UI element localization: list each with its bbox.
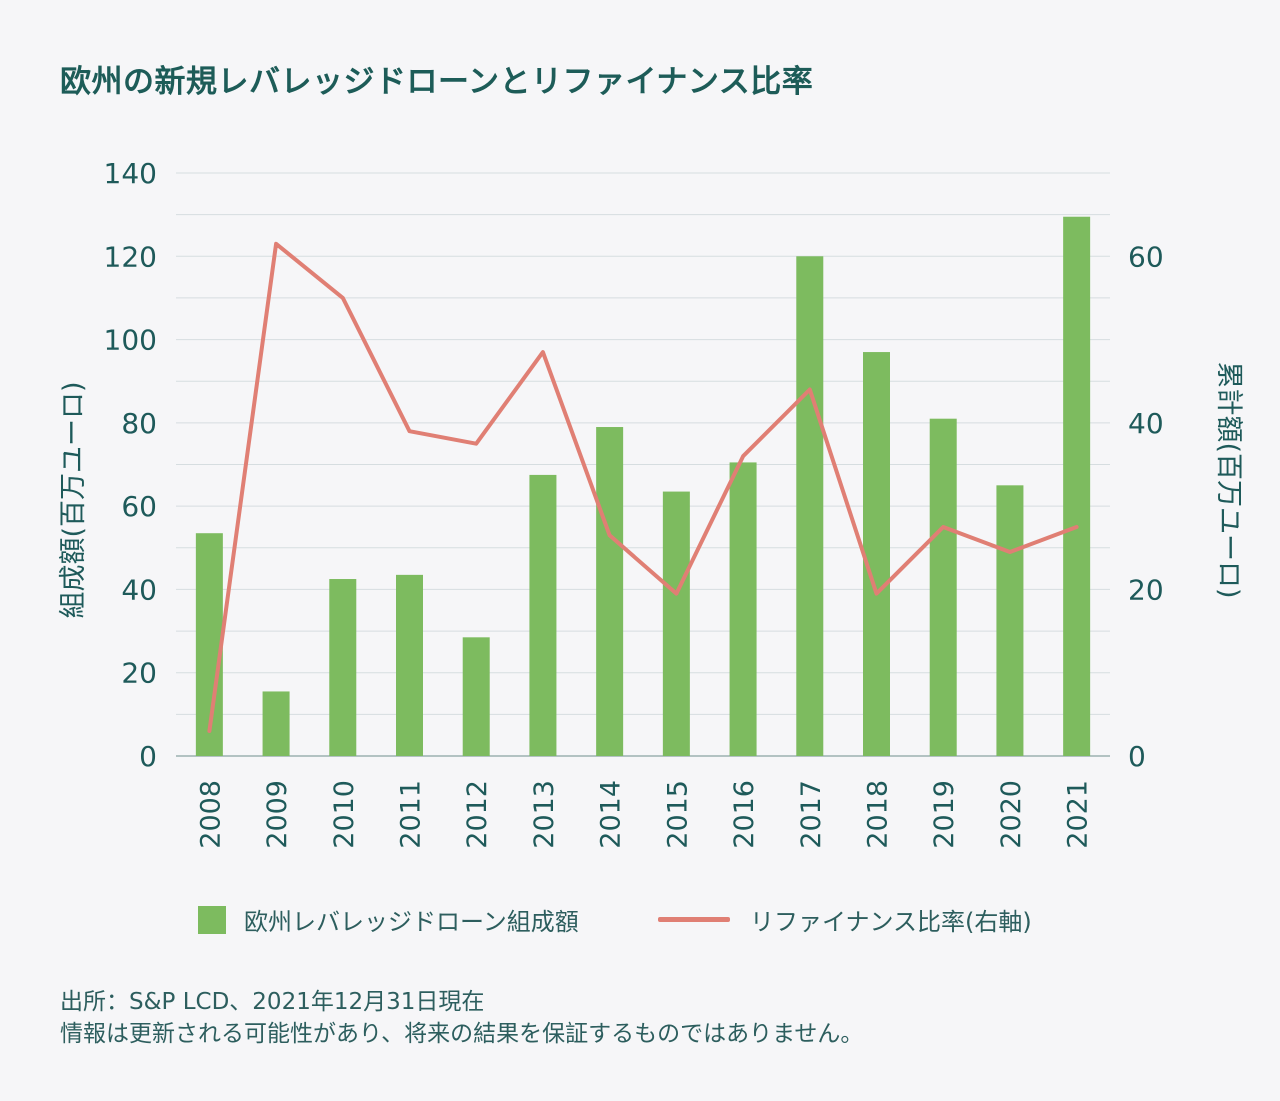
x-tick-label: 2011 xyxy=(396,780,427,849)
bar-2021 xyxy=(1063,216,1091,757)
source-line-1: 出所：S&P LCD、2021年12月31日現在 xyxy=(60,989,485,1015)
legend-item-line: リファイナンス比率(右軸) xyxy=(658,902,1032,937)
x-tick-label: 2012 xyxy=(462,780,493,849)
x-axis: 2008 2009 2010 2011 2012 2013 2014 2015 2016 2017… xyxy=(195,780,1093,849)
line-series xyxy=(207,241,1079,733)
bar-series xyxy=(195,216,1091,757)
x-tick-label: 2008 xyxy=(195,780,226,849)
y-right-tick-label: 40 xyxy=(1128,407,1164,440)
legend-swatch-line xyxy=(658,917,730,922)
bar-2010 xyxy=(329,579,357,756)
legend-label-bars: 欧州レバレッジドローン組成額 xyxy=(244,908,579,936)
x-tick-label: 2018 xyxy=(863,780,894,849)
bar-2011 xyxy=(396,574,423,756)
y-right-tick-label: 0 xyxy=(1128,740,1146,773)
y-left-tick-label: 40 xyxy=(121,573,157,606)
refinance-ratio-line xyxy=(207,241,1079,733)
legend: 欧州レバレッジドローン組成額 リファイナンス比率(右軸) xyxy=(0,902,1280,936)
x-tick-label: 2013 xyxy=(529,780,560,849)
y-left-tick-label: 20 xyxy=(121,657,157,690)
legend-label-line: リファイナンス比率(右軸) xyxy=(750,908,1032,936)
bar-2009 xyxy=(262,691,290,756)
y-left-tick-label: 100 xyxy=(104,324,157,357)
bar-2016 xyxy=(729,462,757,756)
chart-title: 欧州の新規レバレッジドローンとリファイナンス比率 xyxy=(60,64,814,100)
legend-item-bars: 欧州レバレッジドローン組成額 xyxy=(198,902,579,937)
y-left-tick-label: 120 xyxy=(104,240,157,273)
x-tick-label: 2014 xyxy=(596,780,627,849)
x-tick-label: 2015 xyxy=(662,780,693,849)
y-right-tick-label: 60 xyxy=(1128,240,1164,273)
y-left-tick-label: 60 xyxy=(121,490,157,523)
x-tick-label: 2009 xyxy=(262,780,293,849)
bar-2012 xyxy=(462,637,490,756)
x-tick-label: 2017 xyxy=(796,780,827,849)
x-tick-label: 2010 xyxy=(329,780,360,849)
bar-2020 xyxy=(996,485,1024,756)
x-tick-label: 2019 xyxy=(929,780,960,849)
y-axis-right-title: 累計額(百万ユーロ) xyxy=(1213,361,1244,598)
y-left-tick-label: 80 xyxy=(121,407,157,440)
y-left-tick-label: 0 xyxy=(139,740,157,773)
bar-2015 xyxy=(662,491,690,756)
gridlines xyxy=(176,172,1110,757)
bar-2019 xyxy=(929,418,957,756)
y-axis-left: 0 20 40 60 80 100 120 140 xyxy=(104,157,157,773)
source-note: 出所：S&P LCD、2021年12月31日現在 情報は更新される可能性があり、… xyxy=(60,986,863,1050)
bar-2018 xyxy=(863,352,890,756)
bar-2017 xyxy=(796,256,824,756)
legend-swatch-bar xyxy=(198,905,226,934)
bar-2013 xyxy=(529,474,557,756)
x-tick-label: 2016 xyxy=(729,780,760,849)
y-right-tick-label: 20 xyxy=(1128,573,1164,606)
bar-2014 xyxy=(596,427,624,756)
x-tick-label: 2021 xyxy=(1063,780,1094,849)
y-left-tick-label: 140 xyxy=(104,157,157,190)
source-line-2: 情報は更新される可能性があり、将来の結果を保証するものではありません。 xyxy=(60,1021,864,1047)
y-axis-right: 0 20 40 60 xyxy=(1128,240,1164,773)
y-axis-left-title: 組成額(百万ユーロ) xyxy=(58,381,89,618)
x-tick-label: 2020 xyxy=(996,780,1027,849)
